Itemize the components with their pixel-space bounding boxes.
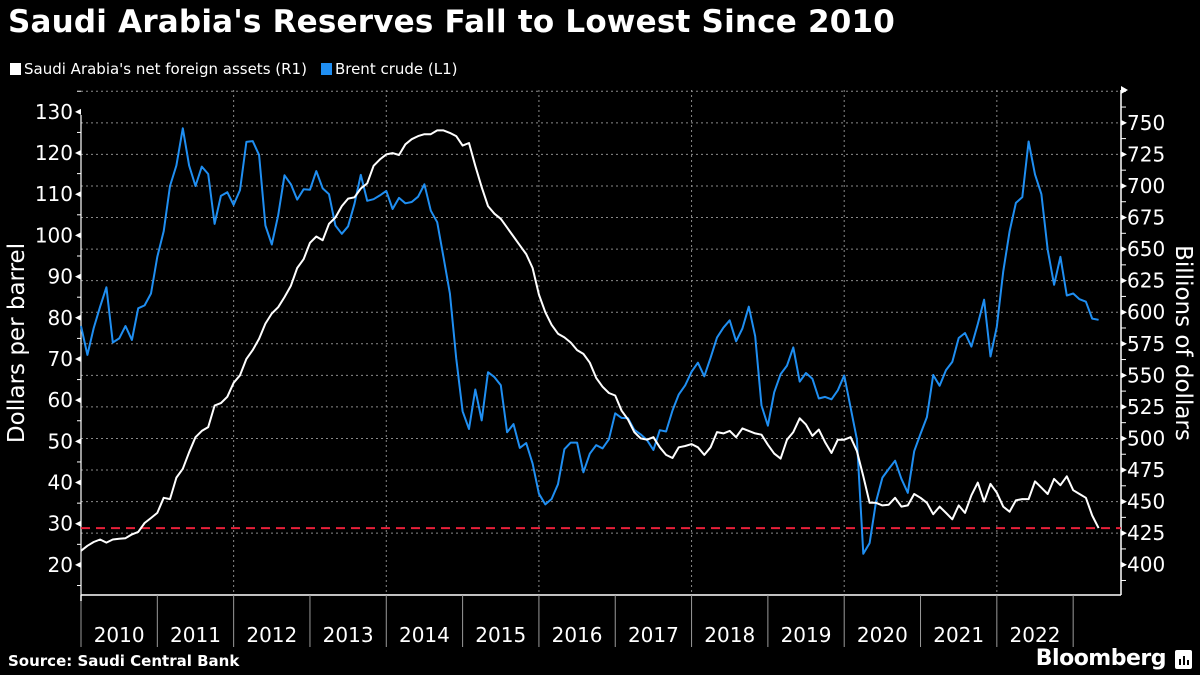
right-axis-tick-label: 625 <box>1127 269 1165 293</box>
right-axis-tick-label: 750 <box>1127 111 1165 135</box>
x-axis-tick-label: 2019 <box>781 623 832 647</box>
left-axis-tick-marker <box>75 108 81 115</box>
legend-swatch-blue <box>320 63 332 75</box>
x-axis-tick-label: 2013 <box>323 623 374 647</box>
right-axis-tick-marker <box>1121 246 1127 253</box>
x-axis-tick-label: 2012 <box>246 623 297 647</box>
right-axis-tick-marker <box>1121 498 1127 505</box>
bloomberg-logo: Bloomberg <box>1035 646 1167 671</box>
right-axis-tick-label: 525 <box>1127 395 1165 419</box>
y-axis-title-left: Dollars per barrel <box>4 243 30 443</box>
left-axis-tick-label: 130 <box>35 100 73 124</box>
right-axis-tick-marker <box>1121 277 1127 284</box>
left-axis-tick-label: 110 <box>35 182 73 206</box>
legend-swatch-white <box>10 63 21 75</box>
legend-label: Brent crude (L1) <box>334 60 458 78</box>
right-axis-tick-label: 575 <box>1127 332 1165 356</box>
left-axis-tick-label: 120 <box>35 141 73 165</box>
right-axis-tick-label: 425 <box>1127 521 1165 545</box>
left-axis-tick-label: 80 <box>48 306 73 330</box>
right-axis-top-marker-icon <box>1121 86 1128 94</box>
legend: Saudi Arabia's net foreign assets (R1) B… <box>10 60 466 78</box>
x-axis-tick-label: 2015 <box>475 623 526 647</box>
left-axis-tick-marker <box>75 273 81 280</box>
right-axis-tick-label: 725 <box>1127 142 1165 166</box>
left-axis-tick-label: 60 <box>48 388 73 412</box>
x-axis-tick-label: 2017 <box>628 623 679 647</box>
series-lines <box>80 127 1121 555</box>
bloomberg-chart-icon <box>1175 650 1192 669</box>
right-axis-tick-label: 450 <box>1127 490 1165 514</box>
x-axis-tick-label: 2022 <box>1010 623 1061 647</box>
left-axis-tick-marker <box>75 355 81 362</box>
x-axis-tick-label: 2014 <box>399 623 450 647</box>
right-axis-tick-label: 475 <box>1127 458 1165 482</box>
right-axis-tick-marker <box>1121 530 1127 537</box>
left-axis-tick-marker <box>75 561 81 568</box>
axes: 20 30 40 50 60 70 80 90 100 110 120 130 400 425 450 475… <box>35 86 1165 647</box>
x-axis-tick-label: 2016 <box>552 623 603 647</box>
left-axis-tick-marker <box>75 191 81 198</box>
right-axis-tick-label: 700 <box>1127 174 1165 198</box>
left-axis-tick-marker <box>75 150 81 157</box>
left-axis-tick-label: 20 <box>48 553 73 577</box>
left-axis-tick-label: 40 <box>48 471 73 495</box>
right-axis-tick-label: 650 <box>1127 237 1165 261</box>
left-axis-tick-label: 70 <box>48 347 73 371</box>
right-axis-tick-marker <box>1121 467 1127 474</box>
right-axis-tick-marker <box>1121 435 1127 442</box>
left-axis-tick-marker <box>75 397 81 404</box>
right-axis-tick-label: 600 <box>1127 300 1165 324</box>
right-axis-tick-marker <box>1121 403 1127 410</box>
x-axis-tick-label: 2021 <box>933 623 984 647</box>
right-axis-tick-marker <box>1121 182 1127 189</box>
x-axis-tick-label: 2011 <box>170 623 221 647</box>
left-axis-tick-marker <box>75 438 81 445</box>
right-axis-tick-marker <box>1121 309 1127 316</box>
left-axis-tick-label: 30 <box>48 512 73 536</box>
chart-title: Saudi Arabia's Reserves Fall to Lowest S… <box>8 4 896 40</box>
x-axis-tick-label: 2010 <box>94 623 145 647</box>
series-line-net-foreign-assets <box>80 129 1100 552</box>
left-axis-tick-marker <box>75 479 81 486</box>
right-axis-tick-marker <box>1121 214 1127 221</box>
left-axis-tick-label: 90 <box>48 265 73 289</box>
right-axis-tick-label: 675 <box>1127 206 1165 230</box>
right-axis-tick-label: 500 <box>1127 426 1165 450</box>
legend-item-net-foreign-assets: Saudi Arabia's net foreign assets (R1) <box>10 60 307 78</box>
right-axis-tick-marker <box>1121 119 1127 126</box>
left-axis-tick-label: 50 <box>48 429 73 453</box>
left-axis-tick-marker <box>75 520 81 527</box>
right-axis-tick-marker <box>1121 372 1127 379</box>
legend-item-brent: Brent crude (L1) <box>320 60 458 78</box>
y-axis-title-right: Billions of dollars <box>1170 245 1196 441</box>
right-axis-tick-label: 400 <box>1127 553 1165 577</box>
x-axis-tick-label: 2020 <box>857 623 908 647</box>
right-axis-tick-marker <box>1121 340 1127 347</box>
left-axis-tick-marker <box>75 314 81 321</box>
legend-label: Saudi Arabia's net foreign assets (R1) <box>24 60 307 78</box>
series-line-brent-crude <box>80 127 1099 555</box>
left-axis-tick-marker <box>75 232 81 239</box>
gridlines <box>81 90 1121 595</box>
x-axis-tick-label: 2018 <box>704 623 755 647</box>
source-note: Source: Saudi Central Bank <box>8 652 240 670</box>
left-axis-tick-label: 100 <box>35 223 73 247</box>
right-axis-tick-marker <box>1121 561 1127 568</box>
right-axis-tick-marker <box>1121 151 1127 158</box>
right-axis-tick-label: 550 <box>1127 363 1165 387</box>
